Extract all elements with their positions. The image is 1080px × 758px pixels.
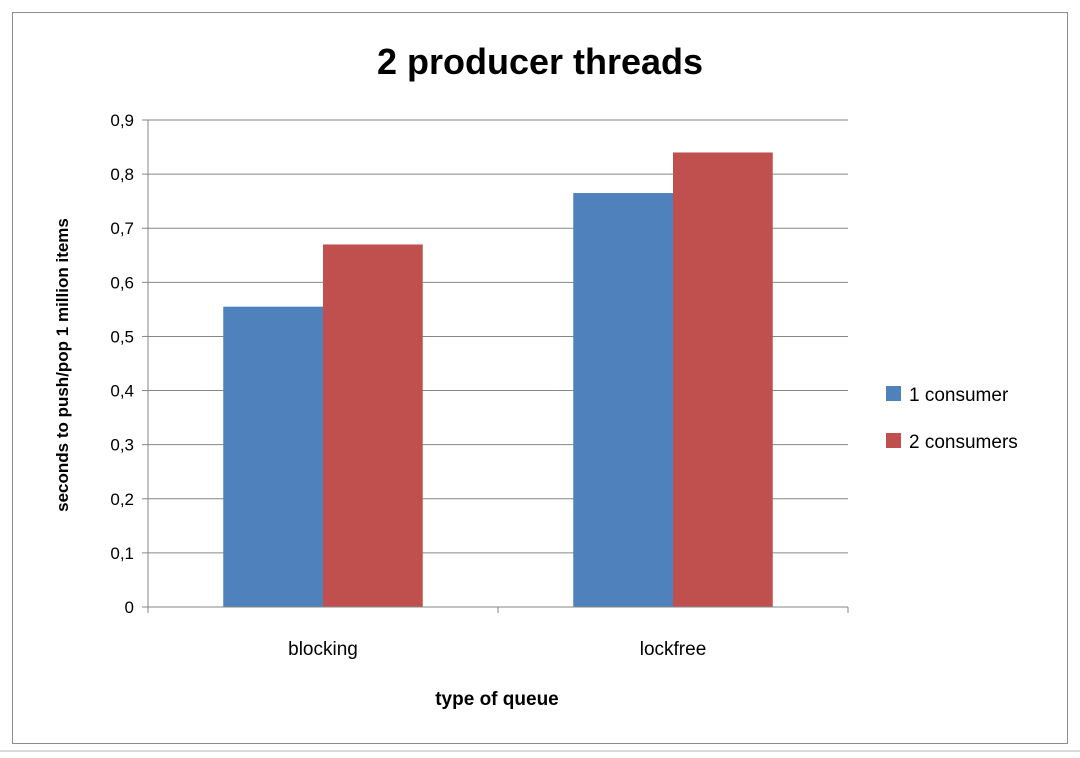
legend-swatch (886, 433, 901, 448)
bar-blocking-1-consumer (223, 306, 323, 607)
legend-label: 1 consumer (909, 385, 1009, 406)
legend: 1 consumer 2 consumers (886, 385, 1018, 453)
x-tick-labels: blocking lockfree (147, 607, 849, 660)
x-axis-title: type of queue (435, 689, 559, 710)
bar-lockfree-2-consumers (673, 152, 773, 607)
y-tick-label: 0,2 (110, 490, 134, 509)
y-tick-label: 0,1 (110, 544, 134, 563)
y-tick-labels: 0 0,1 0,2 0,3 0,4 0,5 0,6 0,7 0,8 0,9 (110, 111, 134, 617)
bars (223, 152, 773, 608)
bar-lockfree-1-consumer (573, 193, 673, 608)
y-tick-label: 0,7 (110, 219, 134, 238)
y-tick-label: 0,6 (110, 273, 134, 292)
y-tick-label: 0,9 (110, 111, 134, 130)
y-axis-title: seconds to push/pop 1 million items (53, 218, 72, 512)
y-tick-label: 0,5 (110, 327, 134, 346)
y-tick-label: 0 (125, 598, 134, 617)
chart-frame (12, 12, 1068, 744)
x-tick-label: lockfree (640, 639, 707, 660)
frame-shadow (0, 750, 1080, 752)
x-tick-label: blocking (288, 639, 358, 660)
legend-label: 2 consumers (909, 432, 1018, 453)
y-tick-label: 0,3 (110, 436, 134, 455)
y-tick-label: 0,8 (110, 165, 134, 184)
legend-swatch (886, 386, 901, 401)
chart-title: 2 producer threads (377, 41, 703, 82)
bar-blocking-2-consumers (323, 244, 423, 607)
y-tick-label: 0,4 (110, 382, 134, 401)
